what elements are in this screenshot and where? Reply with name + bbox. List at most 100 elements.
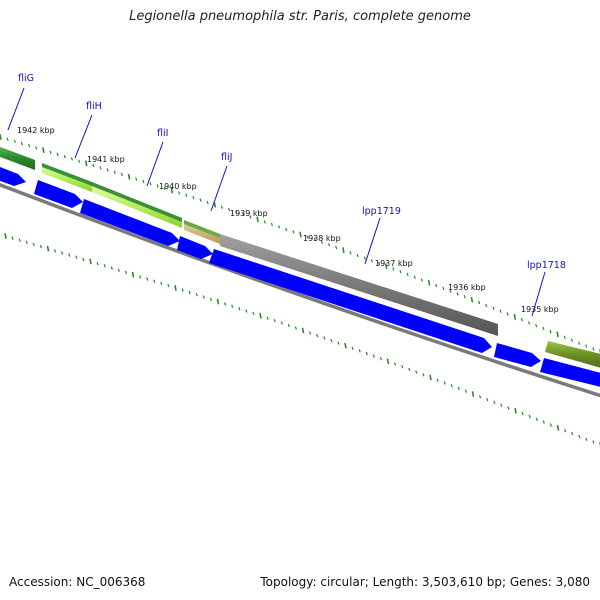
scale-tick xyxy=(592,440,595,444)
scale-tick xyxy=(192,195,195,200)
scale-tick xyxy=(273,319,276,323)
scale-tick xyxy=(528,414,531,419)
scale-tick xyxy=(406,272,409,277)
scale-tick xyxy=(92,163,95,168)
scale-label: 1935 kbp xyxy=(521,305,559,314)
scale-tick xyxy=(56,152,59,157)
scale-tick xyxy=(20,141,23,146)
scale-tick xyxy=(500,403,503,407)
scale-tick xyxy=(422,373,425,377)
scale-labels: 1942 kbp 1941 kbp 1940 kbp 1939 kbp 1938… xyxy=(17,126,559,314)
genome-backbone xyxy=(0,183,600,398)
scale-tick xyxy=(585,344,588,348)
scale-tick xyxy=(464,389,467,393)
scale-tick xyxy=(78,159,81,163)
gene-label-fliG[interactable]: fliG xyxy=(18,73,34,84)
feature-track xyxy=(0,146,600,368)
scale-label: 1940 kbp xyxy=(159,182,197,191)
scale-tick xyxy=(316,333,319,338)
gene-label-fliJ[interactable]: fliJ xyxy=(221,152,232,163)
scale-tick xyxy=(309,331,312,335)
scale-tick xyxy=(521,411,524,416)
scale-tick xyxy=(70,157,73,161)
scale-label: 1941 kbp xyxy=(87,155,125,164)
gene-label-leaders xyxy=(7,87,546,317)
scale-tick xyxy=(61,251,64,255)
scale-tick xyxy=(470,296,474,303)
scale-tick xyxy=(378,261,381,266)
gene-leader-line xyxy=(364,217,381,265)
scale-tick xyxy=(578,434,581,439)
scale-tick xyxy=(224,302,227,306)
scale-tick xyxy=(356,253,359,258)
scale-tick xyxy=(54,249,57,253)
scale-tick xyxy=(160,281,163,286)
gene-label-fliH[interactable]: fliH xyxy=(86,101,102,112)
scale-tick xyxy=(209,297,212,301)
feature-segment-fliG xyxy=(0,146,35,170)
scale-tick xyxy=(266,316,269,320)
scale-tick xyxy=(299,231,302,238)
scale-tick xyxy=(363,256,366,260)
scale-tick xyxy=(278,225,281,229)
scale-tick xyxy=(564,429,567,433)
scale-tick xyxy=(149,182,152,186)
scale-tick xyxy=(479,395,482,399)
gene-label-lpp1718[interactable]: lpp1718 xyxy=(527,260,566,271)
scale-tick xyxy=(313,237,316,242)
scale-tick xyxy=(18,238,21,242)
scale-tick xyxy=(386,358,390,365)
cds-arrow xyxy=(209,249,492,353)
cds-track xyxy=(0,166,600,387)
scale-ticks-outer xyxy=(0,134,600,354)
scale-tick xyxy=(213,201,217,208)
gene-leader-line xyxy=(74,114,93,159)
gene-label-lpp1719[interactable]: lpp1719 xyxy=(362,206,401,217)
scale-tick xyxy=(435,283,438,288)
scale-tick xyxy=(585,437,588,441)
scale-tick xyxy=(42,147,45,153)
map-title: Legionella pneumophila str. Paris, compl… xyxy=(129,9,471,24)
scale-tick xyxy=(499,309,502,313)
scale-tick xyxy=(46,245,50,252)
scale-tick xyxy=(285,227,288,232)
scale-tick xyxy=(456,292,459,296)
scale-tick xyxy=(457,386,460,391)
feature-segment-fliI-top xyxy=(92,182,182,222)
scale-tick xyxy=(337,341,340,345)
scale-tick xyxy=(153,279,156,283)
scale-tick xyxy=(174,285,177,291)
scale-tick xyxy=(442,286,445,291)
scale-tick xyxy=(413,275,416,279)
scale-tick xyxy=(401,365,404,369)
scale-tick xyxy=(188,290,191,295)
scale-tick xyxy=(228,207,231,212)
scale-tick xyxy=(124,270,127,275)
scale-tick xyxy=(49,150,52,154)
scale-tick xyxy=(238,307,241,311)
genome-summary-text: Topology: circular; Length: 3,503,610 bp… xyxy=(260,575,590,589)
scale-tick xyxy=(294,326,297,330)
scale-tick xyxy=(163,186,166,190)
feature-segment-fliH-dark xyxy=(42,163,92,186)
scale-tick xyxy=(139,275,142,279)
gene-leader-line xyxy=(531,271,546,317)
scale-label: 1938 kbp xyxy=(303,234,341,243)
scale-tick xyxy=(263,220,266,224)
scale-tick xyxy=(181,288,184,292)
scale-tick xyxy=(32,242,35,247)
scale-tick xyxy=(365,351,368,356)
scale-label: 1942 kbp xyxy=(17,126,55,135)
gene-label-fliI[interactable]: fliI xyxy=(157,128,168,139)
scale-tick xyxy=(549,329,552,334)
scale-tick xyxy=(520,318,523,322)
scale-tick xyxy=(259,312,262,319)
scale-tick xyxy=(328,243,331,247)
scale-tick xyxy=(287,323,290,328)
scale-tick xyxy=(270,222,273,227)
scale-tick xyxy=(68,253,71,257)
scale-tick xyxy=(235,210,238,214)
gene-leader-line xyxy=(210,165,228,212)
